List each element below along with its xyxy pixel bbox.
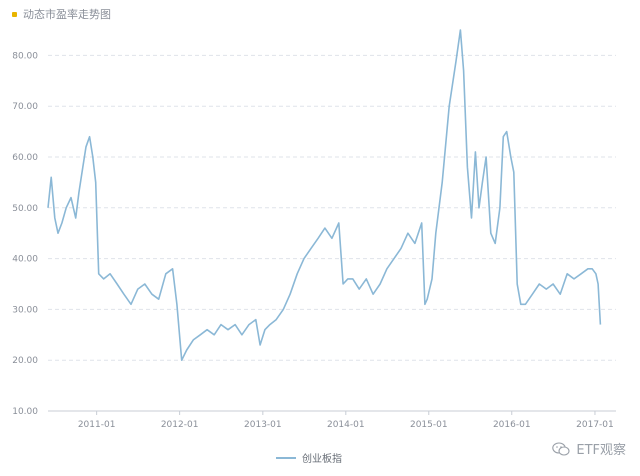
chart-title-area: 动态市盈率走势图 (12, 6, 111, 22)
y-tick-label: 40.00 (12, 255, 38, 265)
title-marker-icon (12, 11, 17, 17)
y-tick-label: 50.00 (12, 204, 38, 214)
y-axis-ticks: 10.00 20.00 30.00 40.00 50.00 60.00 70.00 80.00 (12, 51, 38, 417)
watermark: ETF观察 (552, 439, 626, 458)
x-tick-label: 2011-01 (78, 420, 116, 430)
y-tick-label: 20.00 (12, 356, 38, 366)
series-layer (47, 29, 602, 362)
x-tick-label: 2015-01 (410, 420, 448, 430)
x-tick-label: 2016-01 (493, 420, 531, 430)
x-tick-label: 2017-01 (576, 420, 614, 430)
chart-title: 动态市盈率走势图 (23, 8, 111, 21)
y-tick-label: 30.00 (12, 305, 38, 315)
x-tick-label: 2013-01 (244, 420, 282, 430)
y-tick-label: 10.00 (12, 407, 38, 417)
series-line-0 (47, 29, 602, 362)
grid (48, 54, 616, 412)
y-tick-label: 70.00 (12, 102, 38, 112)
watermark-text: ETF观察 (576, 443, 626, 458)
y-tick-label: 60.00 (12, 153, 38, 163)
wechat-icon (552, 441, 570, 456)
x-tick-label: 2012-01 (161, 420, 199, 430)
x-axis-ticks: 2011-01 2012-01 2013-01 2014-01 2015-01 2016-… (78, 411, 614, 430)
legend[interactable]: 创业板指 (276, 452, 342, 465)
legend-label[interactable]: 创业板指 (302, 452, 342, 465)
x-tick-label: 2014-01 (327, 420, 365, 430)
y-tick-label: 80.00 (12, 51, 38, 61)
